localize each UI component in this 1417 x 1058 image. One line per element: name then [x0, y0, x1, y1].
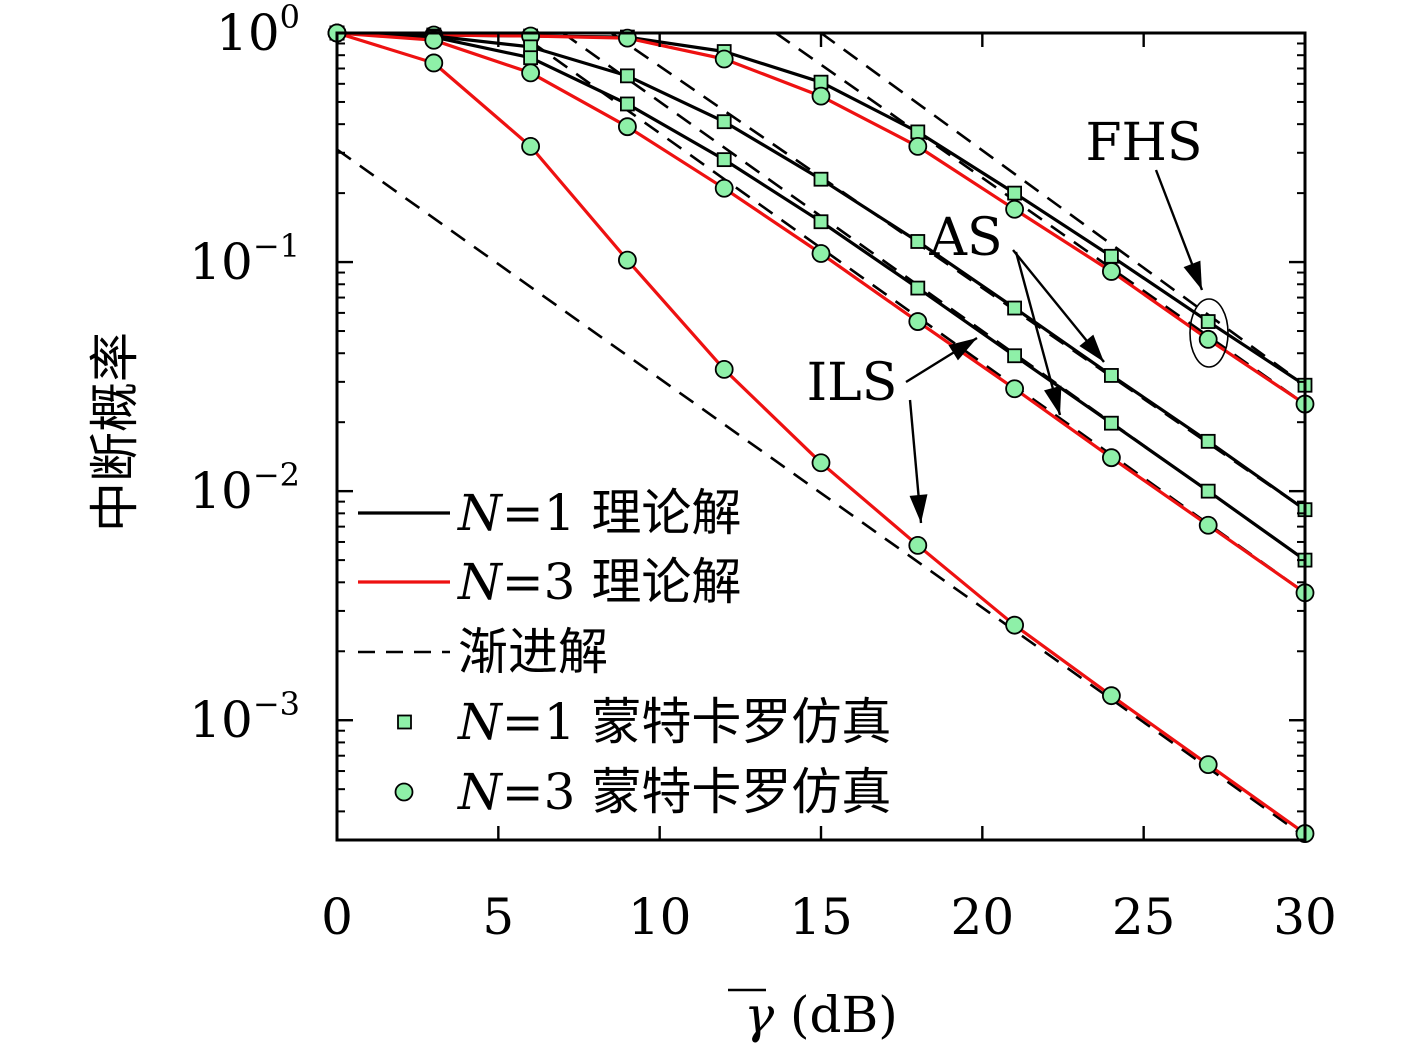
data-point-circle-1-8	[1102, 262, 1121, 281]
data-point-square-3-3	[620, 96, 635, 112]
x-axis-title: γ (dB)	[744, 986, 898, 1044]
y-tick-exponent-2: −2	[253, 456, 300, 494]
legend-text-2: 渐进解	[458, 623, 608, 681]
x-tick-label-1: 5	[482, 888, 514, 946]
asymptote-line-0	[337, 148, 1305, 838]
x-tick-label-0: 0	[321, 888, 353, 946]
y-tick-base-2: 10	[189, 462, 253, 520]
y-tick-exponent-3: −3	[253, 685, 300, 723]
data-point-square-3-4	[716, 152, 732, 168]
y-tick-label-1: 10−1	[189, 227, 300, 291]
data-point-circle-4-9	[1198, 515, 1218, 535]
x-axis-symbol: γ	[744, 986, 774, 1044]
data-point-square-3-6	[910, 280, 926, 296]
data-point-circle-4-4	[714, 178, 734, 198]
data-point-square-0-9	[1200, 314, 1216, 329]
arrow-fhs-head	[1183, 260, 1202, 290]
asymptote-line-5	[820, 33, 1305, 387]
data-point-square-2-5	[813, 171, 829, 187]
legend-label-4: N=3 蒙特卡罗仿真	[457, 763, 891, 821]
data-point-circle-4-6	[908, 312, 928, 331]
x-axis-unit: (dB)	[774, 986, 898, 1044]
legend-italic-0: N	[457, 484, 504, 542]
annotations: FHS AS ILS	[807, 113, 1229, 524]
legend-text-1: =3 理论解	[502, 553, 742, 611]
x-tick-label-4: 20	[951, 888, 1015, 946]
legend-marker-4	[394, 782, 414, 802]
data-point-circle-1-7	[1005, 199, 1024, 219]
data-point-square-3-8	[1104, 415, 1119, 431]
data-point-square-3-2	[523, 50, 538, 66]
data-point-square-0-8	[1104, 248, 1119, 264]
data-point-square-2-6	[910, 234, 926, 249]
data-point-circle-1-6	[908, 136, 928, 156]
legend-label-2: 渐进解	[458, 623, 608, 681]
annotation-ils: ILS	[807, 353, 898, 413]
legend-text-4: =3 蒙特卡罗仿真	[502, 763, 892, 821]
simulation-markers	[327, 23, 1315, 843]
data-point-circle-5-4	[714, 360, 734, 379]
data-point-square-0-7	[1007, 185, 1022, 201]
annotation-fhs: FHS	[1085, 113, 1202, 173]
data-point-square-2-7	[1007, 300, 1022, 316]
y-tick-base-1: 10	[189, 233, 253, 291]
data-point-circle-1-4	[714, 49, 734, 69]
data-point-circle-4-3	[618, 117, 637, 137]
data-point-circle-4-5	[811, 244, 831, 263]
legend-text-3: =1 蒙特卡罗仿真	[502, 693, 892, 751]
x-tick-label-5: 25	[1112, 888, 1176, 946]
data-point-circle-5-6	[908, 535, 928, 555]
y-tick-exponent-0: 0	[280, 0, 300, 36]
arrow-as-2-shaft	[1014, 251, 1062, 416]
data-point-circle-4-7	[1005, 379, 1024, 399]
data-point-circle-5-2	[521, 136, 540, 156]
legend-label-0: N=1 理论解	[457, 484, 741, 542]
data-point-circle-5-9	[1198, 755, 1218, 775]
data-point-square-2-9	[1200, 433, 1216, 449]
data-point-circle-4-2	[521, 63, 540, 83]
annotation-as: AS	[928, 208, 1002, 268]
data-point-circle-5-3	[618, 250, 637, 270]
x-tick-label-3: 15	[789, 888, 853, 946]
legend-marker-3	[397, 714, 412, 730]
x-tick-label-2: 10	[628, 888, 692, 946]
data-point-square-2-3	[620, 68, 635, 84]
legend-italic-1: N	[457, 553, 504, 611]
data-point-square-2-8	[1104, 368, 1119, 383]
data-point-circle-5-8	[1102, 686, 1121, 706]
data-point-square-3-9	[1200, 483, 1216, 499]
arrow-as-2-head	[1044, 385, 1062, 415]
arrow-ils-2-head	[909, 494, 928, 523]
data-point-square-0-6	[910, 124, 926, 140]
y-tick-base-0: 10	[216, 4, 280, 62]
legend-italic-3: N	[457, 693, 504, 751]
x-tick-label-6: 30	[1273, 888, 1337, 946]
y-tick-base-3: 10	[189, 691, 253, 749]
data-point-square-0-5	[813, 74, 829, 90]
legend-text-0: =1 理论解	[502, 484, 742, 542]
data-point-circle-1-5	[811, 86, 831, 106]
legend-label-3: N=1 蒙特卡罗仿真	[457, 693, 891, 751]
fhs-ellipse	[1189, 298, 1229, 368]
data-point-circle-5-7	[1005, 615, 1024, 635]
data-point-circle-1-9	[1198, 329, 1218, 349]
data-point-square-2-4	[716, 114, 732, 130]
data-point-square-3-7	[1007, 348, 1022, 364]
y-tick-label-0: 100	[216, 0, 300, 62]
data-point-square-3-5	[813, 214, 829, 230]
y-axis-title: 中断概率	[86, 332, 144, 532]
y-tick-label-3: 10−3	[189, 685, 300, 749]
legend-label-1: N=3 理论解	[457, 553, 741, 611]
legend-italic-4: N	[457, 763, 504, 821]
arrow-as-1-head	[1079, 334, 1104, 362]
y-tick-label-2: 10−2	[189, 456, 300, 520]
data-point-circle-5-5	[811, 453, 831, 473]
arrow-ils-1-head	[948, 338, 977, 361]
y-tick-exponent-1: −1	[253, 227, 300, 265]
data-point-circle-4-8	[1102, 448, 1121, 468]
data-point-circle-5-1	[424, 53, 444, 73]
